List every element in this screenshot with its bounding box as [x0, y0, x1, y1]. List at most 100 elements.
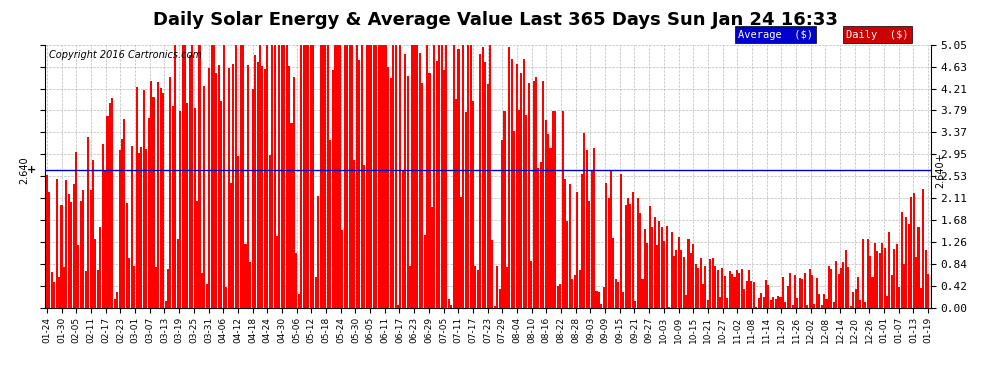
- Bar: [871, 276, 873, 308]
- Bar: [208, 69, 210, 308]
- Text: Copyright 2016 Cartronics.com: Copyright 2016 Cartronics.com: [49, 50, 202, 60]
- Bar: [82, 190, 84, 308]
- Bar: [104, 170, 106, 308]
- Bar: [852, 292, 854, 308]
- Bar: [518, 110, 520, 308]
- Bar: [709, 259, 712, 308]
- Bar: [530, 261, 533, 308]
- Bar: [462, 45, 464, 308]
- Bar: [796, 297, 799, 307]
- Bar: [586, 150, 588, 308]
- Bar: [452, 45, 454, 308]
- Bar: [928, 274, 930, 308]
- Bar: [216, 74, 218, 308]
- Bar: [334, 45, 336, 308]
- Bar: [65, 180, 67, 308]
- Bar: [146, 148, 148, 308]
- Bar: [809, 269, 811, 308]
- Bar: [792, 305, 794, 308]
- Bar: [126, 203, 128, 308]
- Bar: [804, 273, 806, 308]
- Bar: [826, 299, 828, 307]
- Bar: [124, 119, 126, 308]
- Bar: [551, 111, 554, 308]
- Bar: [77, 245, 79, 308]
- Bar: [513, 131, 515, 308]
- Text: Daily Solar Energy & Average Value Last 365 Days Sun Jan 24 16:33: Daily Solar Energy & Average Value Last …: [152, 11, 838, 29]
- Bar: [799, 278, 801, 308]
- Bar: [661, 227, 663, 308]
- Bar: [60, 205, 62, 308]
- Bar: [789, 273, 791, 308]
- Bar: [220, 101, 223, 308]
- Text: Daily  ($): Daily ($): [846, 30, 909, 39]
- Bar: [443, 70, 446, 308]
- Bar: [154, 267, 157, 308]
- Bar: [330, 140, 332, 308]
- Bar: [779, 297, 781, 307]
- Bar: [876, 251, 878, 308]
- Bar: [317, 196, 319, 308]
- Bar: [233, 64, 235, 308]
- Bar: [608, 198, 610, 308]
- Bar: [198, 45, 201, 308]
- Bar: [288, 66, 290, 308]
- Bar: [692, 244, 694, 308]
- Bar: [211, 45, 213, 308]
- Bar: [342, 230, 344, 308]
- Bar: [421, 83, 424, 308]
- Bar: [499, 288, 501, 308]
- Bar: [218, 65, 220, 308]
- Bar: [600, 304, 602, 307]
- Bar: [72, 184, 74, 308]
- Bar: [494, 306, 496, 308]
- Bar: [501, 140, 503, 308]
- Bar: [593, 148, 595, 308]
- Bar: [506, 267, 508, 308]
- Bar: [230, 183, 232, 308]
- Bar: [355, 45, 357, 308]
- Bar: [920, 288, 922, 308]
- Bar: [687, 239, 690, 308]
- Bar: [172, 106, 174, 307]
- Bar: [426, 45, 428, 308]
- Bar: [571, 279, 573, 308]
- Bar: [748, 270, 750, 308]
- Bar: [472, 101, 474, 308]
- Bar: [918, 227, 920, 308]
- Bar: [828, 266, 830, 308]
- Bar: [816, 278, 818, 308]
- Bar: [658, 222, 660, 308]
- Bar: [598, 292, 600, 308]
- Bar: [915, 257, 917, 307]
- Bar: [194, 108, 196, 307]
- Bar: [412, 45, 414, 308]
- Bar: [644, 229, 645, 308]
- Bar: [436, 61, 438, 308]
- Bar: [46, 175, 48, 308]
- Bar: [256, 62, 258, 308]
- Bar: [447, 299, 449, 307]
- Bar: [263, 69, 266, 308]
- Bar: [859, 300, 861, 307]
- Bar: [181, 45, 183, 308]
- Bar: [344, 45, 346, 308]
- Bar: [176, 238, 179, 308]
- Bar: [683, 257, 685, 307]
- Bar: [794, 275, 796, 308]
- Bar: [637, 198, 639, 308]
- Bar: [668, 307, 670, 308]
- Bar: [50, 272, 52, 308]
- Bar: [535, 78, 537, 308]
- Bar: [225, 287, 227, 308]
- Bar: [53, 282, 55, 308]
- Bar: [179, 111, 181, 308]
- Bar: [673, 256, 675, 308]
- Bar: [348, 45, 350, 308]
- Bar: [745, 281, 747, 308]
- Bar: [360, 45, 362, 308]
- Bar: [397, 304, 399, 307]
- Bar: [874, 243, 876, 308]
- Bar: [271, 45, 273, 308]
- Bar: [777, 296, 779, 307]
